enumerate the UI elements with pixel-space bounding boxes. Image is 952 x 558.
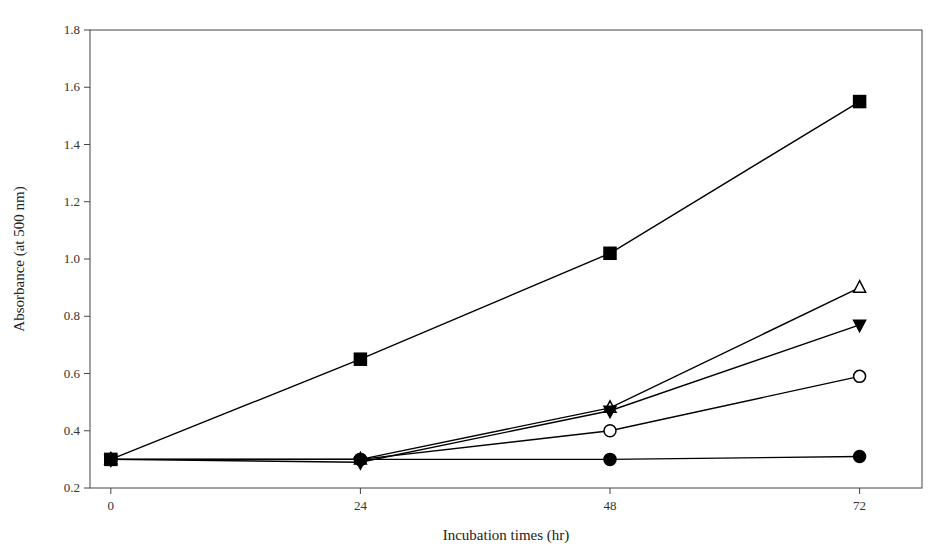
y-tick: [84, 488, 90, 489]
point-marker: [354, 453, 366, 465]
point-marker: [604, 406, 616, 417]
point-marker: [105, 453, 117, 465]
y-tick-label: 0.6: [64, 366, 81, 381]
series-line: [111, 457, 860, 460]
point-marker: [604, 453, 616, 465]
y-tick: [84, 430, 90, 431]
chart-svg: 0 24 48 72 0.2 0.4 0.6 0.8 1.0 1.2 1.4 1.6 1.8 Incuba…: [0, 0, 952, 558]
y-tick-label: 1.8: [64, 22, 80, 37]
x-tick: [110, 488, 111, 494]
y-tick: [84, 144, 90, 145]
y-tick: [84, 373, 90, 374]
y-tick-label: 1.2: [64, 194, 80, 209]
chart-container: 0 24 48 72 0.2 0.4 0.6 0.8 1.0 1.2 1.4 1.6 1.8 Incuba…: [0, 0, 952, 558]
axes: 0 24 48 72 0.2 0.4 0.6 0.8 1.0 1.2 1.4 1.6 1.8: [64, 22, 866, 513]
y-tick-label: 0.4: [64, 423, 81, 438]
x-axis-title: Incubation times (hr): [443, 527, 570, 544]
y-axis-title: Absorbance (at 500 nm): [11, 186, 28, 331]
y-tick-label: 0.2: [64, 480, 80, 495]
plot-frame: [90, 30, 922, 488]
point-marker: [854, 320, 866, 331]
point-marker: [854, 281, 866, 292]
y-tick: [84, 201, 90, 202]
point-marker: [604, 247, 616, 259]
x-tick-label: 0: [108, 498, 115, 513]
y-tick-label: 1.0: [64, 251, 80, 266]
x-tick: [859, 488, 860, 494]
point-marker: [854, 370, 866, 382]
y-tick-label: 1.6: [64, 79, 81, 94]
y-tick: [84, 30, 90, 31]
series: [105, 451, 866, 466]
point-marker: [854, 451, 866, 463]
point-marker: [354, 453, 366, 465]
point-marker: [354, 353, 366, 365]
y-tick: [84, 259, 90, 260]
x-tick: [360, 488, 361, 494]
series: [105, 370, 866, 465]
series: [105, 96, 866, 466]
point-marker: [105, 453, 117, 465]
point-marker: [604, 425, 616, 437]
point-marker: [854, 96, 866, 108]
series-line: [111, 376, 860, 459]
x-tick-label: 24: [354, 498, 368, 513]
x-tick: [610, 488, 611, 494]
x-tick-label: 72: [853, 498, 866, 513]
y-tick-label: 0.8: [64, 308, 80, 323]
y-tick: [84, 87, 90, 88]
x-tick-label: 48: [604, 498, 617, 513]
series-line: [111, 325, 860, 462]
series: [105, 320, 866, 469]
y-tick: [84, 316, 90, 317]
series-line: [111, 102, 860, 460]
point-marker: [105, 453, 117, 465]
series-line: [111, 288, 860, 460]
plot-area: [105, 96, 866, 470]
series: [105, 281, 866, 464]
y-tick-label: 1.4: [64, 137, 81, 152]
